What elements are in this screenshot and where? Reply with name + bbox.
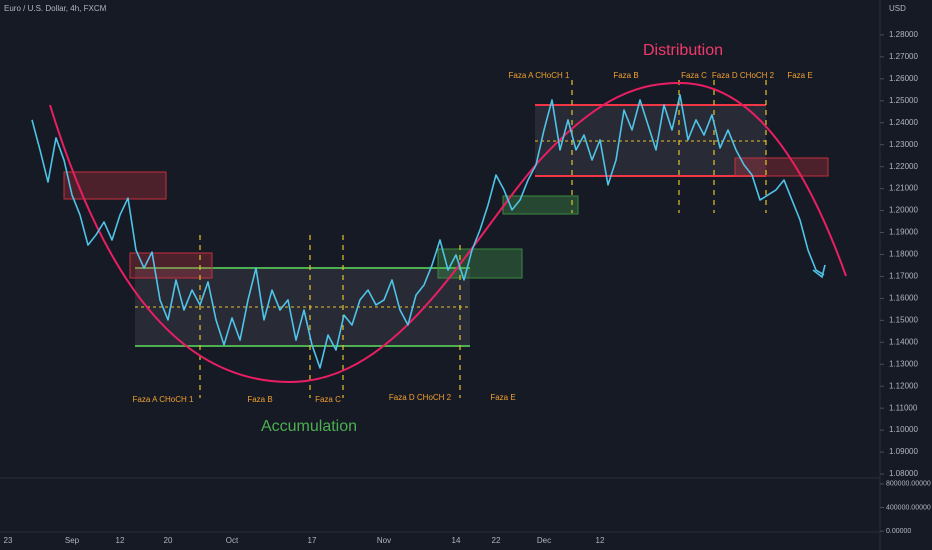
phase-label: Faza C [315, 395, 341, 404]
supply-zone [129, 252, 213, 279]
phase-label: Faza A CHoCH 1 [509, 71, 570, 80]
volume-tick-label: 0.00000 [886, 528, 911, 535]
phase-label: Faza E [490, 393, 515, 402]
y-tick-label: 1.21000 [889, 184, 918, 193]
phase-label: Faza E [787, 71, 812, 80]
x-tick-label: Dec [537, 536, 551, 545]
phase-label: Faza D CHoCH 2 [389, 393, 452, 402]
y-tick-label: 1.11000 [889, 403, 918, 412]
y-tick-label: 1.14000 [889, 337, 918, 346]
supply-zone [63, 171, 167, 200]
axis-unit: USD [889, 4, 906, 13]
y-tick-label: 1.09000 [889, 447, 918, 456]
y-tick-label: 1.15000 [889, 315, 918, 324]
chart-title: Euro / U.S. Dollar, 4h, FXCM [4, 4, 107, 13]
phase-label: Faza B [613, 71, 638, 80]
y-tick-label: 1.20000 [889, 206, 918, 215]
arrow-head [812, 264, 826, 279]
x-tick-label: Nov [377, 536, 391, 545]
phase-label: Faza C [681, 71, 707, 80]
accumulation-label: Accumulation [261, 418, 357, 435]
y-tick-label: 1.18000 [889, 250, 918, 259]
cycle-curve [49, 81, 847, 384]
phase-label: Faza B [247, 395, 272, 404]
volume-tick-label: 400000.00000 [886, 504, 931, 511]
y-tick-label: 1.28000 [889, 30, 918, 39]
x-tick-label: 23 [4, 536, 13, 545]
supply-zone [734, 157, 829, 177]
x-tick-label: 14 [452, 536, 461, 545]
x-tick-label: 22 [492, 536, 501, 545]
y-tick-label: 1.08000 [889, 469, 918, 478]
y-tick-label: 1.12000 [889, 381, 918, 390]
x-tick-label: 17 [308, 536, 317, 545]
y-tick-label: 1.26000 [889, 74, 918, 83]
x-tick-label: Oct [226, 536, 239, 545]
y-tick-label: 1.16000 [889, 294, 918, 303]
y-tick-label: 1.27000 [889, 52, 918, 61]
y-tick-label: 1.10000 [889, 425, 918, 434]
phase-label: Faza A CHoCH 1 [133, 395, 194, 404]
x-tick-label: Sep [65, 536, 80, 545]
x-tick-label: 12 [596, 536, 605, 545]
y-tick-label: 1.24000 [889, 118, 918, 127]
y-tick-label: 1.13000 [889, 359, 918, 368]
y-tick-label: 1.19000 [889, 228, 918, 237]
phase-label: Faza D CHoCH 2 [712, 71, 775, 80]
volume-tick-label: 800000.00000 [886, 481, 931, 488]
price-line [31, 94, 825, 369]
x-tick-label: 20 [164, 536, 173, 545]
y-tick-label: 1.25000 [889, 96, 918, 105]
x-tick-label: 12 [116, 536, 125, 545]
y-tick-label: 1.23000 [889, 140, 918, 149]
distribution-label: Distribution [643, 42, 723, 59]
y-tick-label: 1.17000 [889, 272, 918, 281]
y-tick-label: 1.22000 [889, 162, 918, 171]
demand-zone [502, 195, 579, 215]
